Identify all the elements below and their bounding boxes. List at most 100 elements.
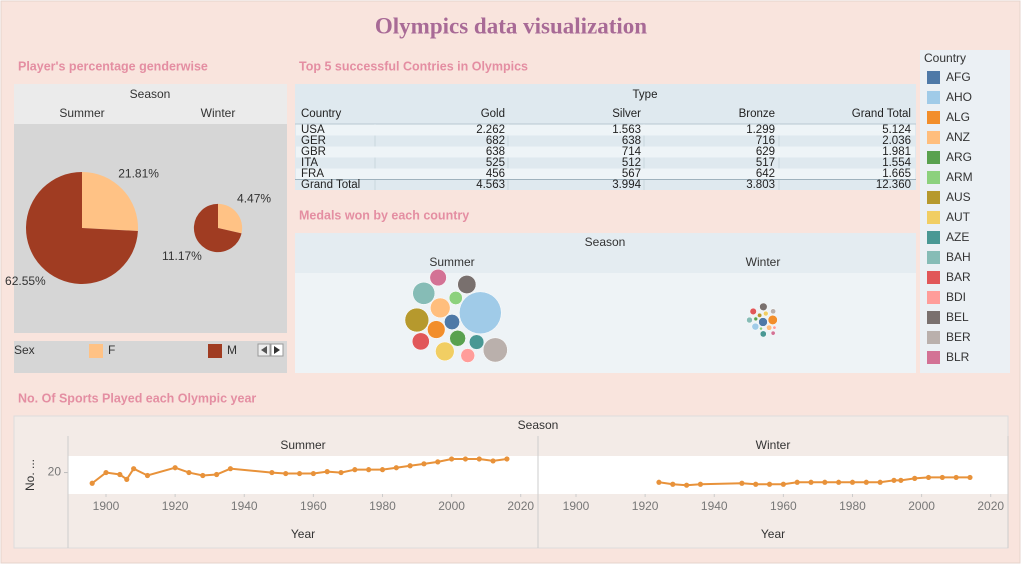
y-axis-label: No. ...: [23, 459, 37, 491]
legend-swatch: [927, 111, 940, 124]
point: [393, 465, 399, 471]
point: [780, 481, 786, 487]
x-tick-label: 2000: [908, 499, 935, 513]
table-cell: 716: [756, 135, 775, 147]
x-tick-label: 2000: [438, 499, 465, 513]
x-tick-label: 2020: [507, 499, 534, 513]
table-cell: 2.036: [882, 135, 911, 147]
bubble: [770, 330, 776, 336]
x-tick-label: 1960: [770, 499, 797, 513]
point: [822, 479, 828, 485]
bubble: [448, 291, 463, 305]
bubble: [763, 310, 769, 317]
table-cell: 1.665: [882, 168, 911, 180]
facet-label: Winter: [201, 106, 236, 120]
x-tick-label: 1920: [632, 499, 659, 513]
bubble: [746, 316, 753, 324]
bubble: [449, 330, 466, 347]
legend-swatch: [208, 344, 222, 358]
legend-swatch: [927, 131, 940, 144]
legend-label: BEL: [946, 310, 969, 324]
point: [476, 456, 482, 462]
point: [912, 475, 918, 481]
column-header: Country: [301, 108, 342, 120]
point: [283, 470, 289, 477]
point: [877, 479, 883, 485]
legend-title: Country: [924, 51, 966, 65]
x-tick-label: 1980: [839, 499, 866, 513]
bubble: [457, 275, 477, 294]
data-label: 62.55%: [5, 274, 46, 288]
point: [407, 463, 413, 469]
point: [808, 479, 814, 485]
bubble: [459, 291, 502, 335]
row-bg: [296, 168, 915, 180]
x-tick-label: 1920: [162, 499, 189, 513]
bubble: [430, 297, 451, 319]
legend-swatch: [89, 344, 103, 358]
x-tick-label: 1940: [231, 499, 258, 513]
table-cell: FRA: [301, 168, 324, 180]
facet-label: Summer: [280, 438, 325, 452]
point: [124, 476, 130, 482]
table-cell: 638: [622, 135, 641, 147]
bubble: [429, 269, 447, 287]
point: [310, 470, 316, 477]
point: [684, 482, 690, 488]
legend-swatch: [927, 91, 940, 104]
section-title: Top 5 successful Contries in Olympics: [299, 59, 528, 73]
table-cell: 1.299: [746, 124, 775, 136]
arrow-icon: [261, 346, 267, 354]
legend-strip: [14, 341, 287, 373]
bubble: [751, 322, 760, 331]
y-tick-label: 20: [48, 465, 62, 479]
bubble: [766, 324, 773, 331]
table-cell: 1.981: [882, 146, 911, 158]
point: [324, 469, 330, 475]
x-tick-label: 1900: [563, 499, 590, 513]
table-cell: 456: [486, 168, 505, 180]
point: [435, 459, 441, 465]
point: [656, 479, 662, 485]
table-cell: GBR: [301, 146, 326, 158]
table-cell: 512: [622, 157, 641, 169]
point: [967, 474, 973, 481]
panel-header: [295, 233, 916, 273]
table-cell: 3.803: [746, 179, 775, 191]
point: [670, 481, 676, 487]
legend-label: BLR: [946, 350, 970, 364]
section-title: Player's percentage genderwise: [18, 59, 208, 73]
legend-label: ANZ: [946, 130, 970, 144]
legend-label: F: [108, 343, 115, 357]
facet-label: Summer: [59, 106, 104, 120]
x-tick-label: 2020: [977, 499, 1004, 513]
point: [214, 471, 220, 478]
legend-swatch: [927, 71, 940, 84]
legend-label: ARG: [946, 150, 972, 164]
row-bg: [296, 124, 915, 136]
table-cell: 567: [622, 168, 641, 180]
point: [117, 471, 123, 478]
table-cell: 638: [486, 146, 505, 158]
bubble: [468, 334, 485, 350]
point: [953, 474, 959, 481]
bubble: [770, 308, 776, 315]
table-cell: 2.262: [476, 124, 505, 136]
legend-label: BAR: [946, 270, 971, 284]
x-tick-label: 1940: [701, 499, 728, 513]
x-tick-label: 1960: [300, 499, 327, 513]
column-header: Bronze: [739, 108, 775, 120]
data-label: 21.81%: [118, 167, 159, 181]
legend-swatch: [927, 331, 940, 344]
table-cell: USA: [301, 124, 325, 136]
facet-title: Season: [585, 235, 626, 249]
table-cell: 517: [756, 157, 775, 169]
point: [227, 466, 234, 472]
pie-slice: [193, 203, 242, 253]
point: [366, 467, 372, 473]
point: [379, 467, 386, 473]
point: [172, 465, 178, 471]
pie-slice: [82, 172, 138, 232]
bubble: [757, 312, 763, 318]
